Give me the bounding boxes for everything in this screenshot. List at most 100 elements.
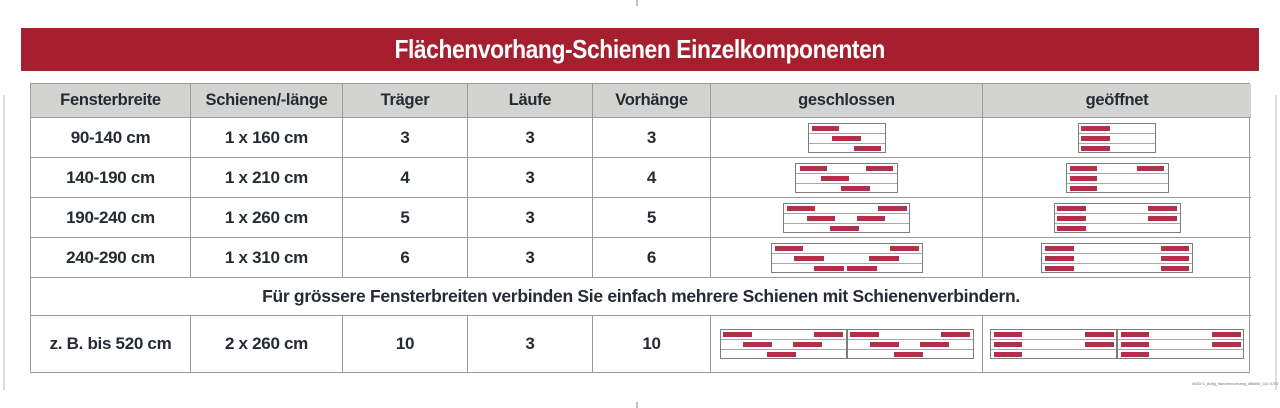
rail — [1041, 242, 1193, 273]
curtain-panel — [1084, 332, 1114, 337]
print-code: 663071_Anltg_flaechenvorhang_d8bd50_024 … — [1192, 382, 1279, 387]
track-divider — [1054, 212, 1180, 214]
connector-note: Für grössere Fensterbreiten verbinden Si… — [31, 278, 1251, 316]
diagram-cell-geoeffnet — [983, 316, 1251, 372]
track-divider — [847, 339, 973, 340]
cell-laeufe: 3 — [468, 158, 593, 198]
cell-vorhaenge: 6 — [593, 238, 711, 278]
track-divider — [720, 339, 846, 340]
title-banner: Flächenvorhang-Schienen Einzelkomponente… — [21, 28, 1259, 71]
curtain-panel — [774, 245, 803, 251]
curtain-panel — [1148, 205, 1177, 211]
cell-schienen-laenge: 1 x 210 cm — [191, 158, 343, 198]
curtain-panel — [743, 342, 772, 347]
curtain-panel — [1057, 215, 1086, 221]
curtain-panel — [1084, 342, 1114, 347]
curtain-panel — [1081, 125, 1111, 131]
column-header-geoeffnet: geöffnet — [983, 84, 1251, 118]
cell-laeufe: 3 — [468, 316, 593, 372]
cell-fensterbreite: z. B. bis 520 cm — [31, 316, 191, 372]
curtain-panel — [1057, 205, 1086, 211]
curtain-panel — [869, 255, 899, 261]
track-divider — [1066, 182, 1168, 184]
curtain-panel — [1137, 165, 1165, 171]
track-divider — [808, 142, 885, 144]
track-divider — [1042, 252, 1192, 254]
curtain-panel — [821, 175, 849, 181]
rail — [770, 242, 923, 273]
rail-diagram-open — [990, 329, 1244, 359]
page-edge-left — [3, 95, 5, 390]
curtain-panel — [920, 342, 949, 347]
curtain-panel — [814, 332, 843, 337]
curtain-panel — [1045, 245, 1074, 251]
column-header-fensterbreite: Fensterbreite — [31, 84, 191, 118]
diagram-cell-geschlossen — [711, 118, 983, 158]
curtain-panel — [1148, 215, 1177, 221]
curtain-panel — [806, 215, 836, 221]
curtain-panel — [813, 265, 844, 271]
curtain-panel — [1069, 165, 1097, 171]
cell-traeger: 10 — [343, 316, 468, 372]
track-divider — [1054, 222, 1180, 224]
curtain-panel — [941, 332, 970, 337]
cell-schienen-laenge: 2 x 260 cm — [191, 316, 343, 372]
curtain-panel — [1045, 265, 1074, 271]
rail-diagram-open — [1053, 202, 1181, 233]
curtain-panel — [856, 215, 886, 221]
curtain-panel — [893, 352, 923, 357]
rail — [783, 202, 910, 233]
column-header-schienen-laenge: Schienen/-länge — [191, 84, 343, 118]
curtain-panel — [1160, 255, 1189, 261]
cell-fensterbreite: 90-140 cm — [31, 118, 191, 158]
curtain-panel — [993, 342, 1023, 347]
track-divider — [1066, 172, 1168, 174]
track-divider — [1118, 349, 1243, 350]
rail — [1065, 162, 1169, 193]
rail — [807, 122, 886, 153]
curtain-panel — [1081, 135, 1111, 141]
page-title: Flächenvorhang-Schienen Einzelkomponente… — [394, 34, 886, 64]
curtain-panel — [1069, 175, 1097, 181]
track-divider — [1079, 132, 1155, 134]
cell-laeufe: 3 — [468, 198, 593, 238]
curtain-panel — [993, 352, 1023, 357]
rail — [795, 162, 898, 193]
cell-schienen-laenge: 1 x 310 cm — [191, 238, 343, 278]
curtain-panel — [766, 352, 796, 357]
track-divider — [1079, 142, 1155, 144]
curtain-panel — [800, 165, 828, 171]
curtain-panel — [850, 332, 879, 337]
track-divider — [784, 222, 909, 224]
curtain-panel — [830, 225, 859, 231]
track-divider — [771, 262, 922, 264]
cell-fensterbreite: 190-240 cm — [31, 198, 191, 238]
cell-fensterbreite: 140-190 cm — [31, 158, 191, 198]
diagram-cell-geschlossen — [711, 158, 983, 198]
diagram-cell-geschlossen — [711, 238, 983, 278]
cell-traeger: 4 — [343, 158, 468, 198]
curtain-panel — [723, 332, 752, 337]
curtain-panel — [865, 165, 893, 171]
registration-mark-top — [636, 0, 638, 6]
rail-diagram-open — [1065, 162, 1169, 193]
rail — [990, 329, 1117, 359]
curtain-panel — [1120, 342, 1150, 347]
rail-diagram-open — [1041, 242, 1193, 273]
curtain-panel — [870, 342, 899, 347]
track-divider — [720, 349, 846, 350]
cell-traeger: 3 — [343, 118, 468, 158]
curtain-panel — [1211, 342, 1241, 347]
track-divider — [991, 349, 1116, 350]
page-edge-right — [1275, 95, 1277, 390]
rail-diagram-closed — [795, 162, 898, 193]
diagram-cell-geoeffnet — [983, 158, 1251, 198]
rail-diagram-closed — [770, 242, 923, 273]
cell-vorhaenge: 4 — [593, 158, 711, 198]
curtain-panel — [1081, 145, 1111, 151]
curtain-panel — [890, 245, 919, 251]
curtain-panel — [811, 125, 839, 131]
components-table: Fensterbreite Schienen/-länge Träger Läu… — [30, 83, 1251, 373]
track-divider — [796, 172, 897, 174]
